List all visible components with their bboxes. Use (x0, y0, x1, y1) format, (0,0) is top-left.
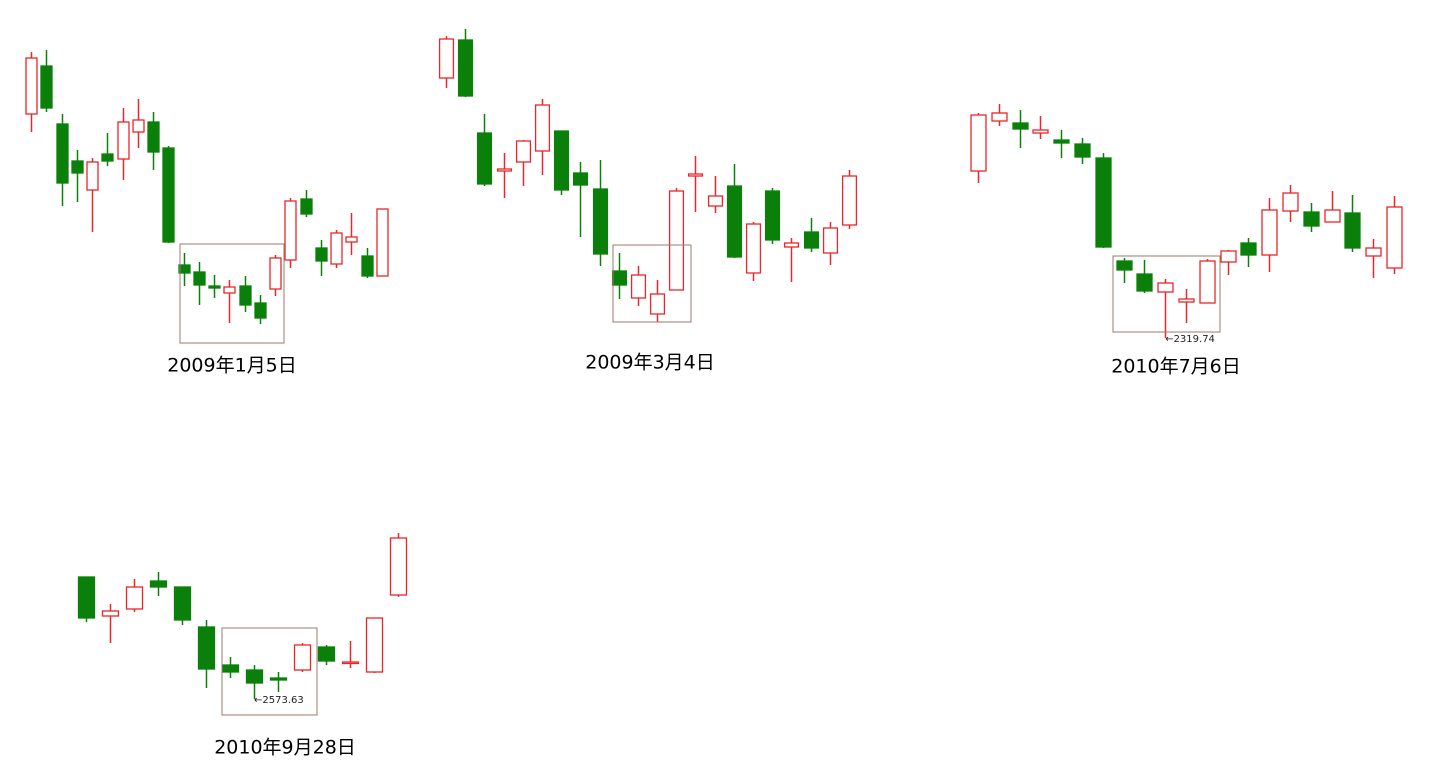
candle-body (991, 112, 1008, 122)
annotation: ←2319.74 (1165, 334, 1215, 345)
candle-body (572, 172, 589, 186)
candle-body (1199, 260, 1216, 304)
candle-body (476, 132, 493, 185)
candle-body (822, 227, 839, 254)
candle-body (221, 664, 240, 673)
candle-body (389, 537, 408, 596)
candle-body (365, 617, 384, 673)
candle-body (1095, 157, 1112, 248)
candle-body (438, 38, 455, 79)
candle-body (56, 123, 69, 184)
candle-body (970, 114, 987, 172)
candle-body (783, 242, 800, 248)
candle-body (1012, 122, 1029, 130)
candle-body (1324, 209, 1341, 223)
candle-body (1074, 143, 1091, 158)
candle-body (149, 580, 168, 588)
candle-body (86, 161, 99, 191)
highlight-box (1112, 255, 1221, 333)
candle-body (101, 153, 114, 162)
candle-body (630, 274, 647, 299)
candle-body (269, 677, 288, 681)
candle-body (125, 586, 144, 610)
candle-body (553, 130, 570, 191)
candle-body (1261, 209, 1278, 256)
chart-title: 2009年1月5日 (167, 355, 297, 377)
candle-body (1032, 129, 1049, 134)
candle-body (317, 646, 336, 662)
candle-body (71, 160, 84, 174)
candle-body (178, 264, 191, 274)
candle-body (315, 247, 328, 262)
candle-body (1365, 247, 1382, 257)
chart-title: 2009年3月4日 (585, 352, 715, 374)
candle-body (707, 195, 724, 207)
candle-body (376, 208, 389, 277)
highlight-box (179, 243, 285, 344)
candle-body (25, 57, 38, 115)
candle-body (284, 200, 297, 261)
candle-body (1178, 298, 1195, 303)
candle-body (1282, 192, 1299, 212)
candle-body (764, 190, 781, 241)
candle-body (803, 231, 820, 249)
candle-body (147, 121, 160, 153)
candle-body (162, 147, 175, 243)
candle-body (40, 65, 53, 109)
candle-body (345, 236, 358, 243)
candle-body (1344, 212, 1361, 249)
candle-body (269, 257, 282, 290)
candle-body (101, 610, 120, 617)
candle-body (534, 104, 551, 152)
annotation: ←2573.63 (254, 695, 304, 706)
candle-body (254, 302, 267, 319)
candle-body (649, 293, 666, 315)
candle-body (173, 586, 192, 621)
candle-body (239, 285, 252, 306)
candle-body (496, 168, 513, 172)
candle-body (457, 39, 474, 97)
candle-body (1116, 260, 1133, 271)
chart-title: 2010年9月28日 (214, 737, 356, 759)
candle-body (1220, 250, 1237, 263)
candle-body (668, 190, 685, 291)
candle-body (132, 119, 145, 133)
candle-body (300, 198, 313, 215)
candle-body (611, 270, 628, 286)
candle-body (117, 121, 130, 160)
candle-body (745, 223, 762, 274)
candle-body (1157, 282, 1174, 293)
candle-body (330, 232, 343, 265)
candle-body (687, 173, 704, 177)
candle-body (341, 661, 360, 665)
candle-body (361, 255, 374, 277)
candle-body (515, 140, 532, 163)
chart-title: 2010年7月6日 (1111, 356, 1241, 378)
candle-body (245, 669, 264, 684)
candle-body (592, 188, 609, 255)
highlight-box (612, 244, 692, 323)
candle-body (1386, 206, 1403, 269)
candle-body (293, 644, 312, 671)
candle-body (197, 626, 216, 670)
candle-body (223, 286, 236, 294)
candle-body (1303, 211, 1320, 227)
candle-body (1240, 242, 1257, 256)
candle-body (77, 576, 96, 619)
candle-body (1136, 273, 1153, 292)
highlight-box (221, 627, 318, 716)
candle-body (1053, 139, 1070, 144)
candle-body (726, 185, 743, 258)
candle-body (208, 285, 221, 289)
candle-body (841, 175, 858, 226)
candle-body (193, 271, 206, 286)
